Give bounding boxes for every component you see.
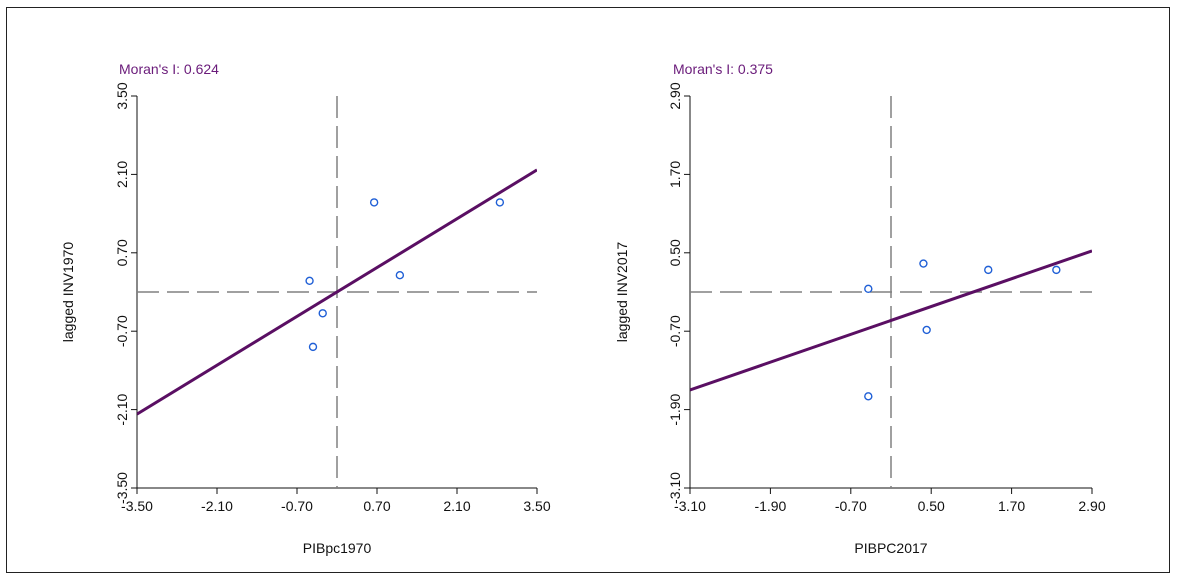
y-tick-label: -0.70 (667, 315, 683, 347)
y-tick-label: -1.90 (667, 393, 683, 425)
y-axis-label: lagged INV1970 (60, 242, 76, 343)
x-tick-label: -0.70 (835, 498, 867, 514)
data-point (919, 259, 928, 268)
x-tick-label: 1.70 (998, 498, 1025, 514)
x-tick-label: -0.70 (281, 498, 313, 514)
y-tick-label: -0.70 (114, 315, 130, 347)
data-point (864, 284, 873, 294)
morans-i-label: Moran's I: 0.375 (673, 61, 773, 77)
x-axis-label: PIBpc1970 (303, 540, 372, 556)
moran-plot-1970: -3.50 -2.10 -0.70 0.70 2.10 3.50 -3.50 -2.10 -0.… (60, 61, 551, 556)
x-tick-label: 2.10 (443, 498, 470, 514)
x-tick-label: -3.50 (121, 498, 153, 514)
y-tick-label: 2.10 (114, 161, 130, 188)
data-point (984, 265, 993, 275)
moran-plot-2017: -3.10 -1.90 -0.70 0.50 1.70 2.90 -3.10 -1.90 -0.… (614, 61, 1106, 556)
data-point (1052, 265, 1061, 275)
figure-frame: -3.50 -2.10 -0.70 0.70 2.10 3.50 -3.50 -2.10 -0.… (6, 7, 1170, 573)
y-tick-label: -2.10 (114, 393, 130, 425)
y-tick-label: 0.70 (114, 239, 130, 266)
y-axis-label: lagged INV2017 (614, 242, 630, 343)
y-tick-label: -3.50 (114, 472, 130, 504)
data-point (864, 392, 873, 401)
x-axis-label: PIBPC2017 (854, 540, 927, 556)
x-tick-label: 0.70 (363, 498, 390, 514)
morans-i-label: Moran's I: 0.624 (119, 61, 219, 77)
x-tick-label: -1.90 (754, 498, 786, 514)
regression-line (690, 249, 1092, 392)
data-point (395, 271, 405, 280)
y-tick-label: -3.10 (667, 472, 683, 504)
y-tick-label: 1.70 (667, 161, 683, 188)
y-tick-label: 3.50 (114, 82, 130, 109)
y-tick-label: 0.50 (667, 239, 683, 266)
regression-line (137, 168, 537, 416)
y-tick-label: 2.90 (667, 82, 683, 109)
data-point (305, 276, 314, 285)
data-point (369, 198, 379, 207)
x-tick-label: -2.10 (201, 498, 233, 514)
x-tick-label: 3.50 (523, 498, 550, 514)
x-tick-label: -3.10 (674, 498, 706, 514)
data-point (495, 198, 505, 207)
data-point (922, 325, 931, 335)
data-point (308, 342, 318, 352)
data-point (318, 309, 327, 318)
x-tick-label: 0.50 (918, 498, 945, 514)
x-tick-label: 2.90 (1078, 498, 1105, 514)
moran-scatterplots: -3.50 -2.10 -0.70 0.70 2.10 3.50 -3.50 -2.10 -0.… (60, 61, 1106, 556)
